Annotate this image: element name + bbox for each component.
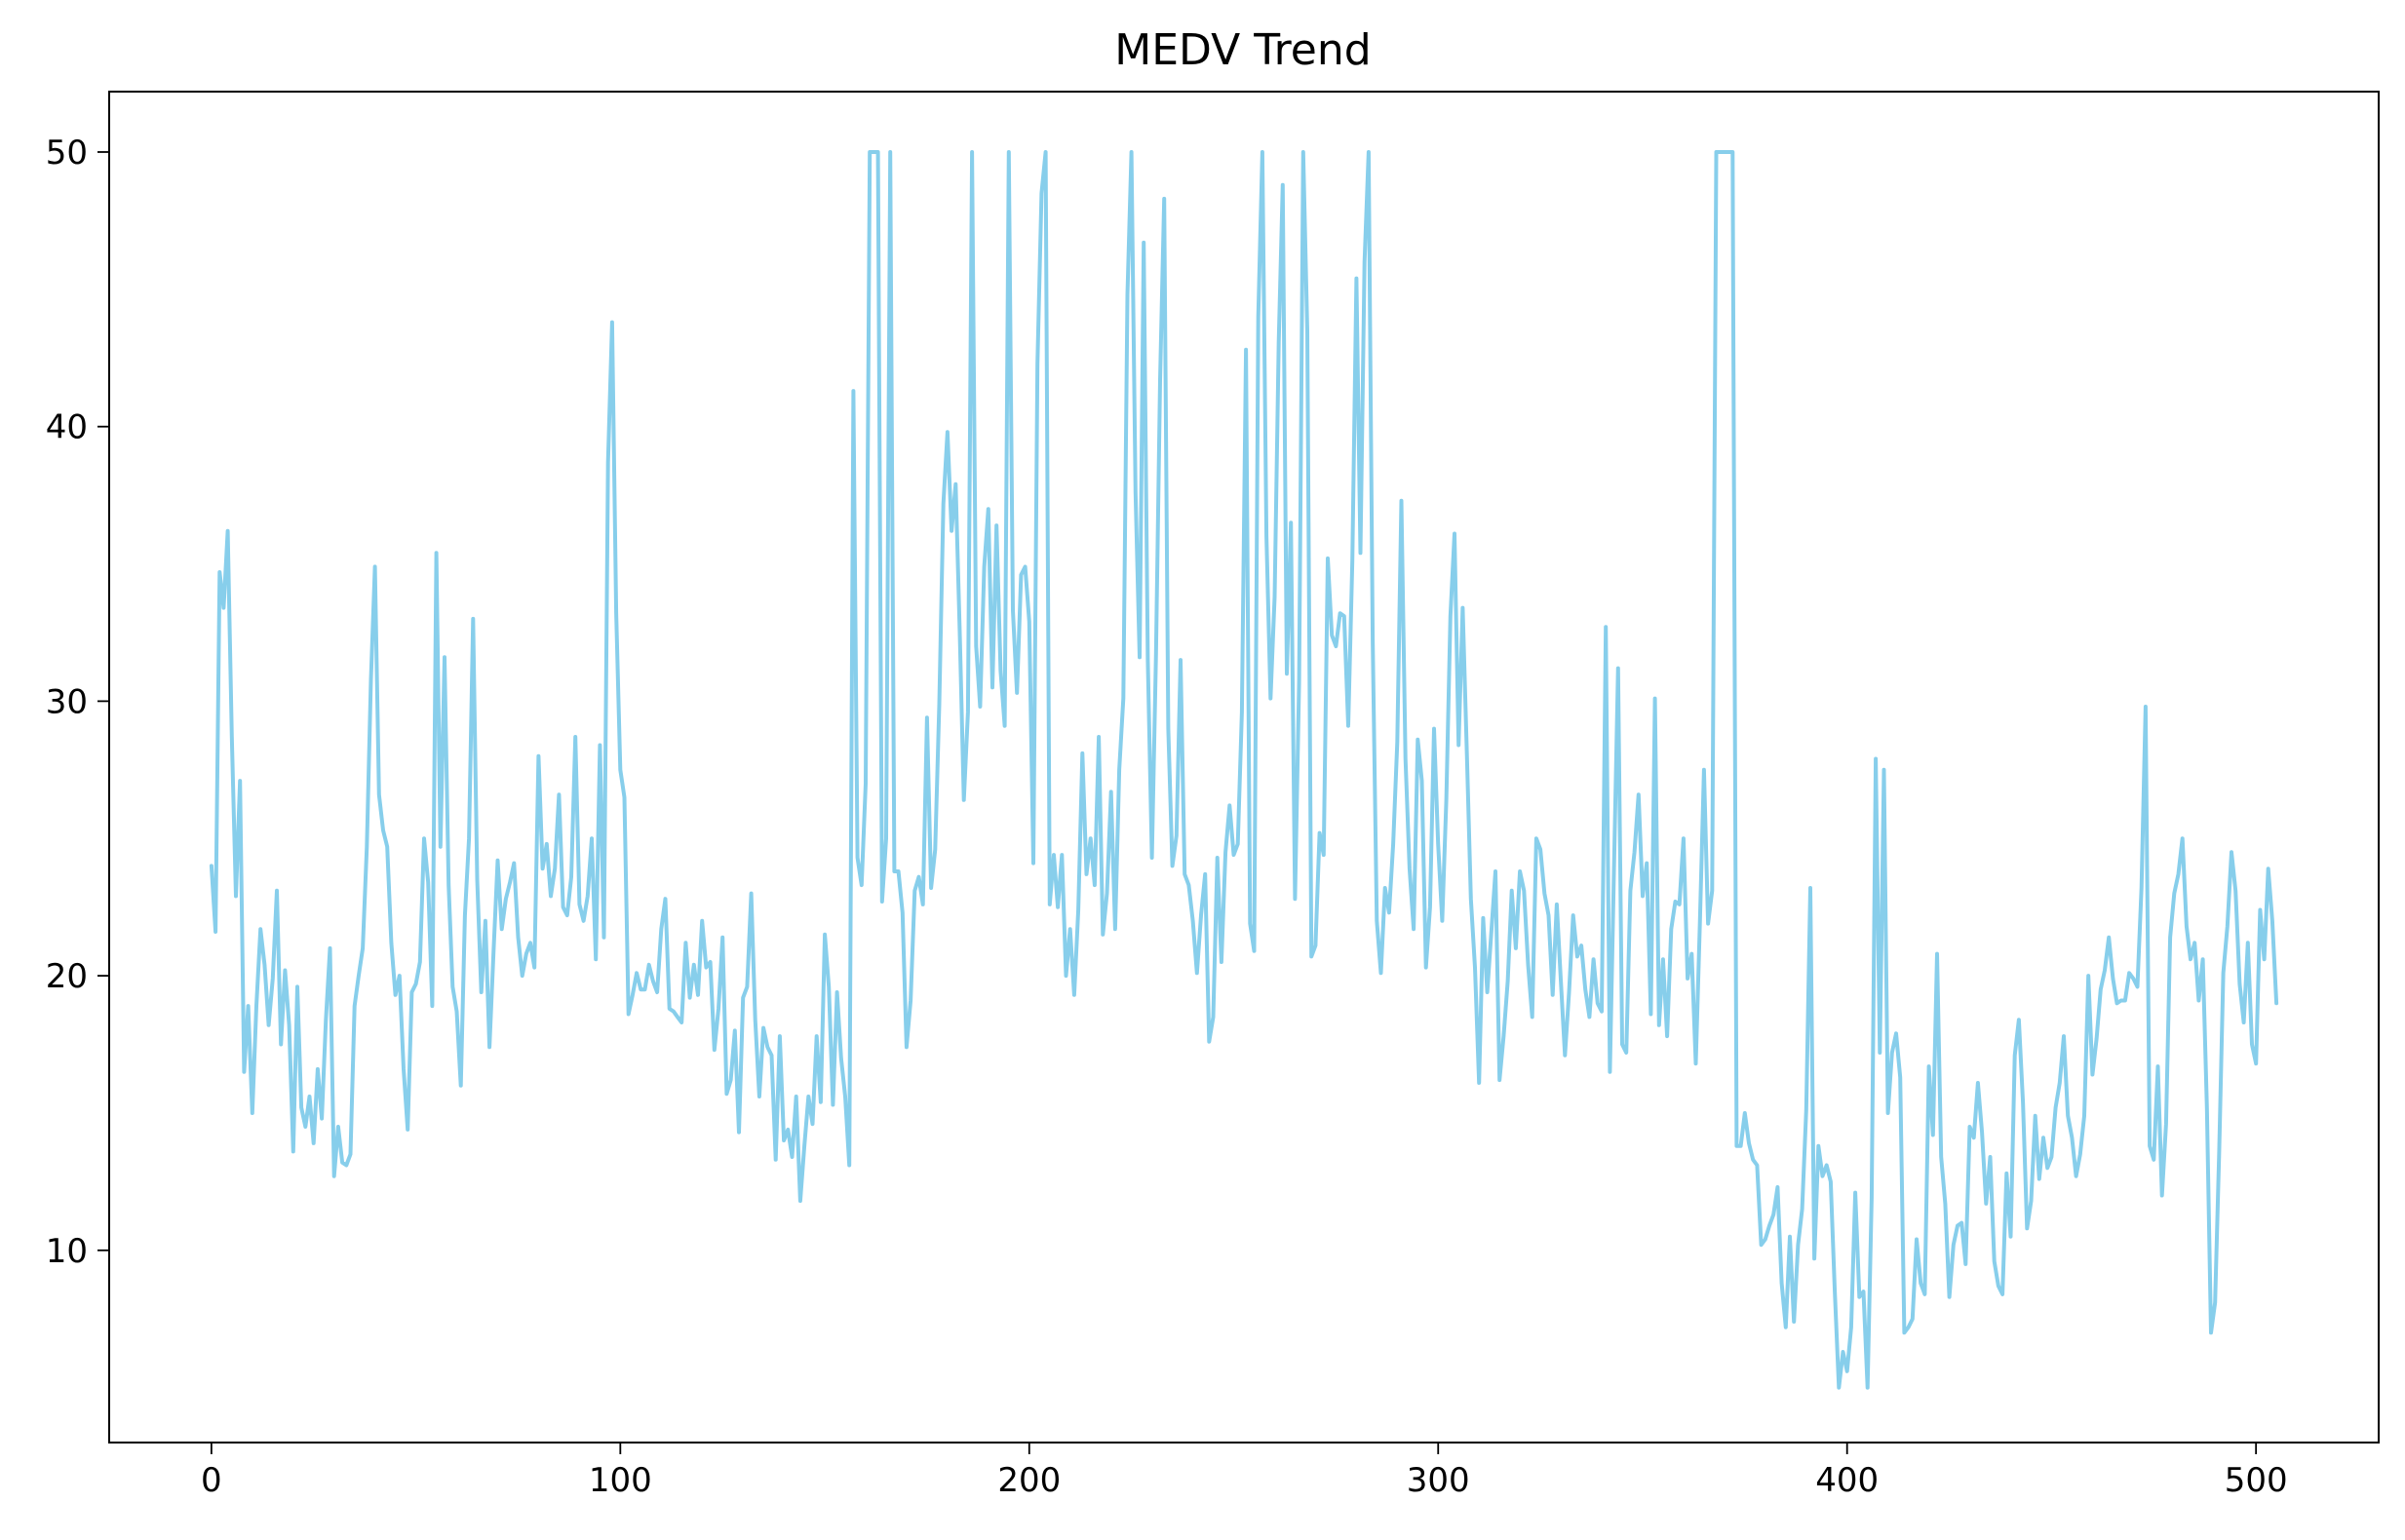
y-tick-label: 10 [46, 1232, 88, 1271]
x-tick-label: 400 [1815, 1461, 1879, 1500]
x-tick-label: 200 [997, 1461, 1061, 1500]
y-tick-label: 50 [46, 134, 88, 173]
y-tick-label: 40 [46, 408, 88, 447]
x-tick-label: 0 [201, 1461, 222, 1500]
x-tick-label: 300 [1407, 1461, 1470, 1500]
x-tick-label: 100 [589, 1461, 652, 1500]
axes: 0 100 200 300 400 500 10 20 30 40 50 [46, 91, 2380, 1500]
axes-frame [108, 91, 2380, 1444]
x-tick-label: 500 [2225, 1461, 2288, 1500]
medv-series-line [209, 150, 2279, 1390]
y-tick-label: 20 [46, 957, 88, 996]
chart-title: MEDV Trend [1114, 25, 1371, 75]
y-tick-label: 30 [46, 682, 88, 721]
series-layer [209, 150, 2279, 1390]
